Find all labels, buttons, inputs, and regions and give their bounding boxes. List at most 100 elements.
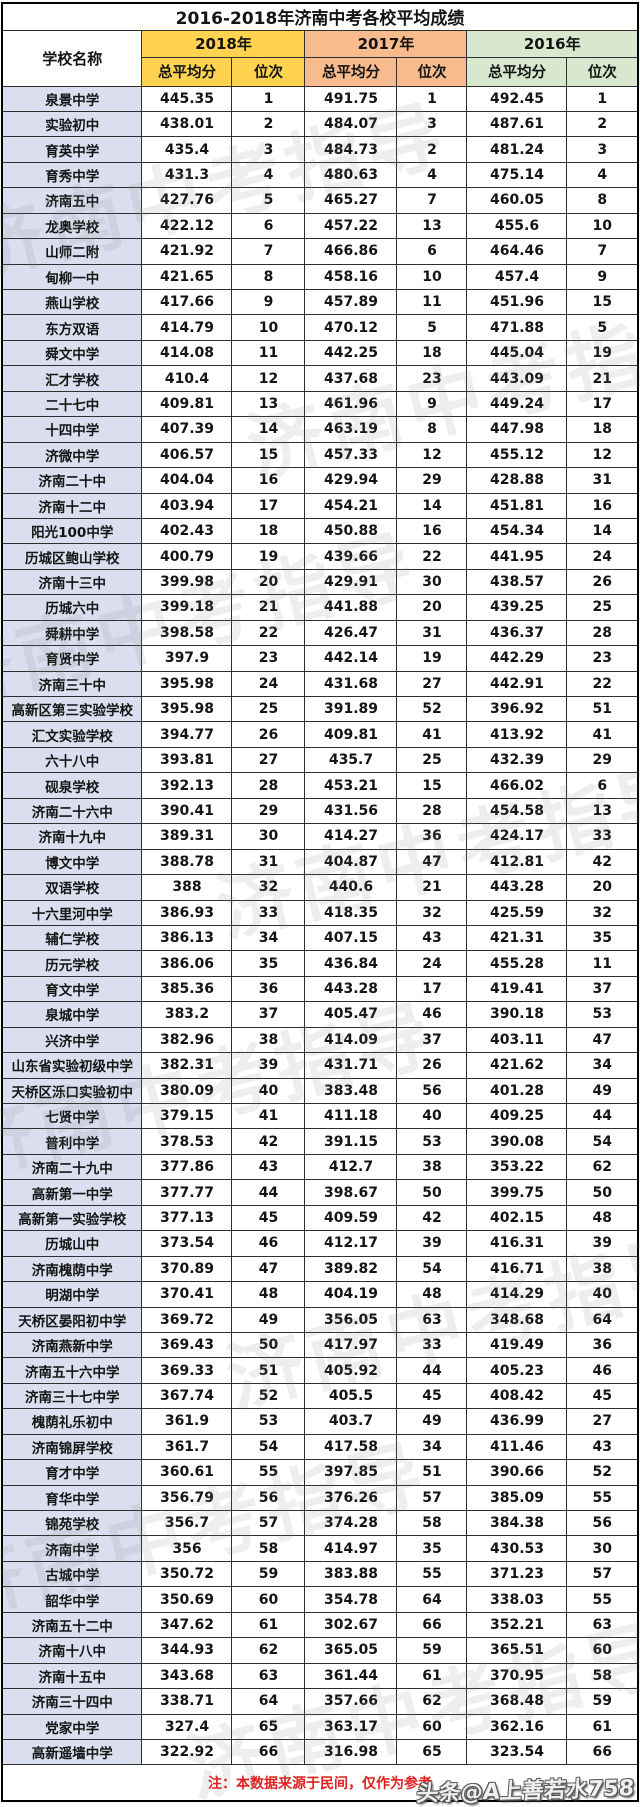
rank-header-2018: 位次 [231,56,306,87]
score-cell: 487.61 [466,110,568,138]
score-cell: 365.51 [466,1637,568,1664]
score-cell: 383.2 [141,1001,233,1028]
score-cell: 414.09 [304,1026,398,1054]
school-name-cell: 济南二十六中 [1,797,143,825]
rank-cell: 66 [396,1611,468,1639]
table-row: 历城山中 373.54 46 412.17 39 416.31 39 [1,1230,639,1257]
table-row: 槐荫礼乐初中 361.9 53 403.7 49 436.99 27 [1,1408,639,1435]
score-cell: 377.86 [141,1153,233,1181]
rank-cell: 47 [566,1026,639,1054]
score-cell: 354.78 [304,1586,398,1613]
school-name-cell: 舜耕中学 [1,619,143,647]
table-row: 阳光100中学 402.43 18 450.88 16 454.34 14 [1,517,639,545]
table-row: 历城六中 399.18 21 441.88 20 439.25 25 [1,594,639,621]
score-cell: 454.58 [466,797,568,825]
table-row: 高新第一中学 377.77 44 398.67 50 399.75 50 [1,1179,639,1206]
school-name-cell: 育贤中学 [1,645,143,672]
rank-cell: 3 [396,110,468,138]
rank-cell: 51 [566,695,639,723]
score-cell: 389.82 [304,1255,398,1283]
score-cell: 481.24 [466,136,568,163]
rank-cell: 49 [231,1306,306,1333]
score-cell: 421.31 [466,924,568,952]
school-name-cell: 济南燕新中学 [1,1331,143,1359]
rank-cell: 46 [231,1230,306,1257]
rank-cell: 54 [396,1255,468,1283]
rank-cell: 29 [231,797,306,825]
score-cell: 417.97 [304,1331,398,1359]
score-cell: 442.25 [304,339,398,367]
table-row: 锦苑学校 356.7 57 374.28 58 384.38 56 [1,1509,639,1537]
score-cell: 361.7 [141,1433,233,1461]
rank-cell: 45 [396,1382,468,1410]
school-name-cell: 泉城中学 [1,1001,143,1028]
rank-cell: 30 [231,823,306,850]
rank-cell: 12 [566,441,639,469]
score-cell: 414.79 [141,314,233,341]
score-cell: 421.65 [141,263,233,291]
score-cell: 440.6 [304,874,398,901]
score-cell: 443.09 [466,365,568,392]
table-row: 普利中学 378.53 42 391.15 53 390.08 54 [1,1128,639,1155]
score-cell: 463.19 [304,416,398,443]
score-cell: 391.89 [304,695,398,723]
rank-cell: 13 [396,212,468,240]
rank-cell: 17 [231,492,306,519]
score-cell: 365.05 [304,1637,398,1664]
school-name-cell: 龙奥学校 [1,212,143,240]
rank-cell: 50 [396,1179,468,1206]
score-cell: 409.59 [304,1204,398,1232]
table-row: 实验初中 438.01 2 484.07 3 487.61 2 [1,110,639,138]
table-body: 泉景中学 445.35 1 491.75 1 492.45 1 实验初中 438.01 2 484.… [1,85,639,1766]
rank-cell: 40 [396,1102,468,1130]
score-cell: 484.73 [304,136,398,163]
score-cell: 356.7 [141,1509,233,1537]
table-row: 育秀中学 431.3 4 480.63 4 475.14 4 [1,161,639,189]
rank-cell: 38 [231,1026,306,1054]
score-cell: 398.58 [141,619,233,647]
table-row: 高新遥墙中学 322.92 66 316.98 65 323.54 66 [1,1738,639,1766]
score-cell: 466.86 [304,238,398,265]
school-name-cell: 山师二附 [1,238,143,265]
school-name-cell: 兴济中学 [1,1026,143,1054]
rank-cell: 20 [396,594,468,621]
school-name-cell: 东方双语 [1,314,143,341]
score-cell: 406.57 [141,441,233,469]
score-cell: 385.36 [141,975,233,1003]
rank-cell: 41 [566,721,639,748]
rank-cell: 5 [396,314,468,341]
score-cell: 405.5 [304,1382,398,1410]
score-cell: 491.75 [304,85,398,112]
score-cell: 470.12 [304,314,398,341]
school-name-cell: 历城区鲍山学校 [1,543,143,570]
rank-cell: 35 [396,1535,468,1562]
score-cell: 361.9 [141,1408,233,1435]
school-name-cell: 博文中学 [1,848,143,876]
table-row: 兴济中学 382.96 38 414.09 37 403.11 47 [1,1026,639,1054]
rank-cell: 6 [231,212,306,240]
score-cell: 404.87 [304,848,398,876]
school-name-cell: 育才中学 [1,1459,143,1486]
score-cell: 484.07 [304,110,398,138]
rank-cell: 39 [396,1230,468,1257]
rank-cell: 27 [396,670,468,698]
score-cell: 424.17 [466,823,568,850]
score-cell: 390.66 [466,1459,568,1486]
rank-cell: 18 [566,416,639,443]
rank-cell: 15 [231,441,306,469]
score-cell: 370.89 [141,1255,233,1283]
score-cell: 404.04 [141,467,233,494]
rank-cell: 60 [566,1637,639,1664]
score-cell: 421.62 [466,1052,568,1079]
score-cell: 414.29 [466,1281,568,1308]
school-name-cell: 党家中学 [1,1713,143,1740]
score-cell: 425.59 [466,899,568,926]
table-row: 燕山学校 417.66 9 457.89 11 451.96 15 [1,288,639,316]
rank-cell: 65 [396,1738,468,1766]
rank-cell: 26 [396,1052,468,1079]
score-cell: 465.27 [304,187,398,214]
school-name-cell: 韶华中学 [1,1586,143,1613]
rank-cell: 64 [566,1306,639,1333]
rank-cell: 10 [231,314,306,341]
score-cell: 378.53 [141,1128,233,1155]
